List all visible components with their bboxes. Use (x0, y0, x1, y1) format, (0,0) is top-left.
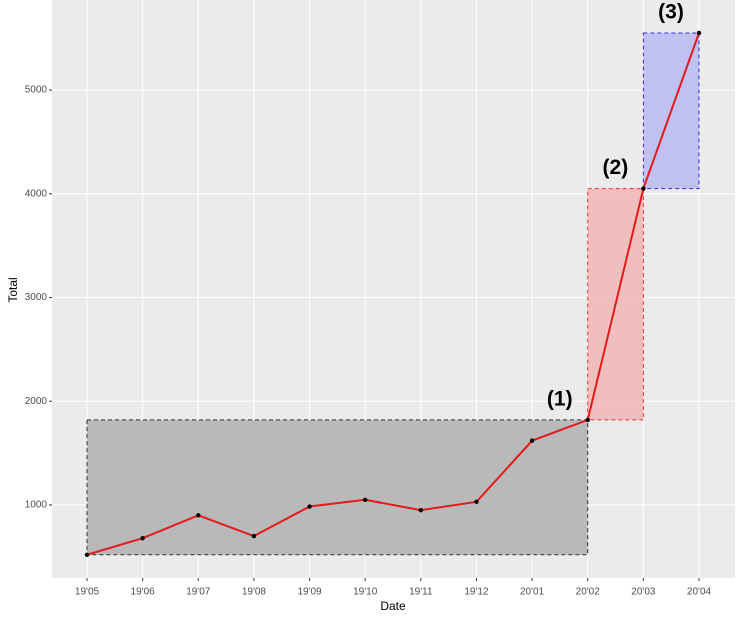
x-tick-label: 19'11 (409, 587, 433, 598)
highlight-label: (2) (603, 156, 629, 179)
x-tick-label: 19'06 (131, 587, 156, 598)
point (418, 507, 424, 513)
y-tick-label: 2000 (25, 396, 48, 407)
point (585, 417, 590, 423)
highlight-box (86, 419, 589, 556)
y-tick-label: 5000 (25, 85, 48, 96)
highlight-label: (3) (658, 1, 684, 24)
point (696, 30, 702, 36)
x-tick-label: 19'07 (186, 587, 211, 598)
y-tick-label: 1000 (25, 500, 48, 511)
point (84, 552, 90, 557)
x-tick-label: 20'04 (687, 587, 712, 598)
y-tick-label: 4000 (25, 188, 48, 199)
point (307, 504, 312, 509)
line (86, 32, 700, 556)
x-tick-label: 20'01 (520, 587, 545, 598)
x-tick-label: 20'03 (631, 587, 656, 598)
x-tick-label: 19'10 (353, 587, 378, 598)
point (196, 513, 201, 518)
x-tick-label: 19'09 (297, 587, 322, 598)
y-tick-label: 3000 (25, 292, 48, 303)
x-tick-label: 19'12 (464, 587, 489, 598)
point (362, 497, 368, 502)
highlight-label: (1) (547, 387, 573, 410)
x-tick-label: 19'08 (242, 587, 267, 598)
point (140, 535, 145, 541)
x-tick-label: 20'02 (576, 587, 601, 598)
point (251, 533, 257, 539)
x-axis-title: Date (380, 599, 406, 613)
x-tick-label: 19'05 (75, 587, 100, 598)
y-axis-title: Total (6, 277, 20, 302)
point (529, 438, 535, 443)
point (641, 186, 646, 191)
point (474, 499, 479, 505)
